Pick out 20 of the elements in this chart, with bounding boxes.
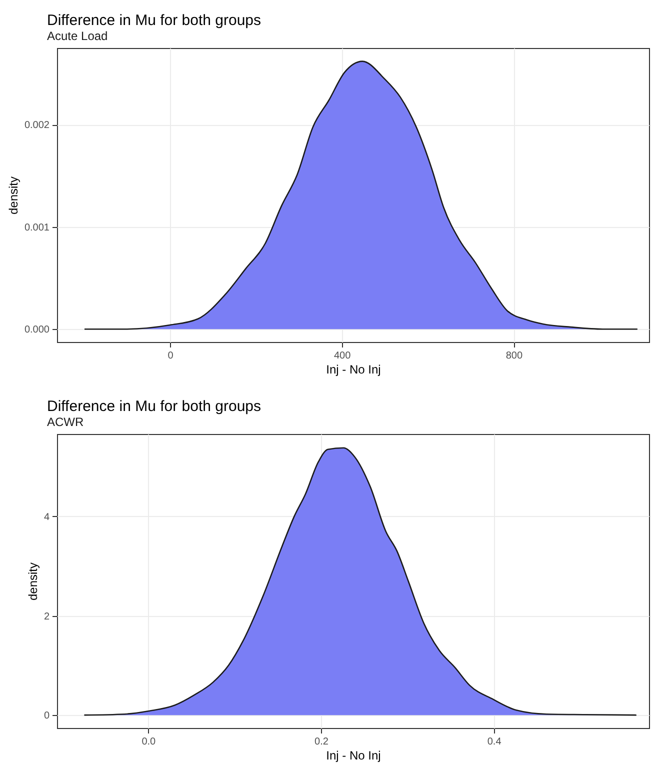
y-tick-label: 0.000 [24,324,50,336]
x-axis-title: Inj - No Inj [326,748,381,762]
y-tick-label: 0.002 [24,120,50,132]
x-tick-label: 0.0 [142,736,156,748]
y-tick-label: 0.001 [24,222,50,234]
chart-title: Difference in Mu for both groups [47,12,262,29]
x-tick-label: 0.4 [487,736,502,748]
chart-title: Difference in Mu for both groups [47,398,262,415]
y-tick-label: 2 [44,611,50,622]
y-tick-label: 4 [44,512,50,523]
x-tick-label: 400 [334,350,352,362]
chart-subtitle: ACWR [47,415,84,429]
chart-subtitle: Acute Load [47,29,108,43]
y-axis-title: density [6,176,20,215]
y-axis-title: density [26,562,40,601]
x-tick-label: 0 [168,350,174,362]
y-tick-label: 0 [44,710,50,722]
x-axis-title: Inj - No Inj [326,362,381,376]
x-tick-label: 800 [506,350,523,362]
x-tick-label: 0.2 [314,736,329,748]
